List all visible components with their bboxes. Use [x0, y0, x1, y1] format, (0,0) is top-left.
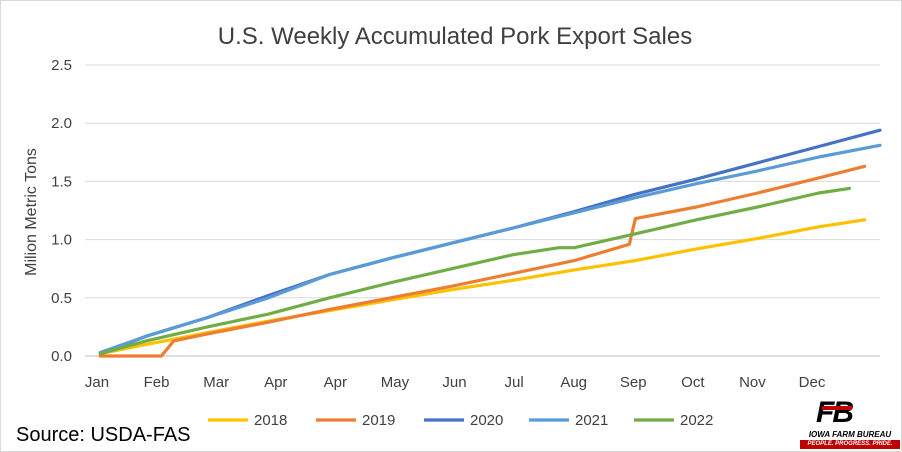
legend: 2018 2019 2020 2021 2022 — [208, 412, 713, 429]
y-tick-label: 1.0 — [51, 232, 72, 249]
x-tick-label: Aug — [560, 374, 587, 391]
x-tick-label: Nov — [739, 374, 766, 391]
series-line-2021 — [98, 143, 882, 355]
x-tick-label: Oct — [681, 374, 705, 391]
y-tick-label: 1.5 — [51, 173, 72, 190]
logo-mark: FB — [816, 396, 854, 429]
x-tick-label: Jun — [442, 374, 466, 391]
y-axis-label: Milion Metric Tons — [23, 148, 40, 276]
x-tick-label: Feb — [144, 374, 170, 391]
legend-label-2018: 2018 — [254, 412, 287, 429]
x-tick-label: Mar — [203, 374, 229, 391]
legend-label-2019: 2019 — [362, 412, 395, 429]
series-line-2022 — [98, 186, 852, 356]
x-tick-label: May — [381, 374, 410, 391]
x-tick-label: Apr — [324, 374, 347, 391]
series-line-2020 — [98, 128, 882, 356]
x-tick-label: Jul — [504, 374, 523, 391]
y-tick-label: 0.5 — [51, 290, 72, 307]
y-tick-label: 2.0 — [51, 115, 72, 132]
series-line-2019 — [98, 164, 867, 358]
legend-label-2022: 2022 — [680, 412, 713, 429]
gridlines — [85, 64, 880, 357]
x-tick-label: Apr — [264, 374, 287, 391]
y-tick-label: 2.5 — [51, 57, 72, 74]
y-tick-label: 0.0 — [51, 348, 72, 365]
x-tick-label: Sep — [620, 374, 647, 391]
x-tick-label: Dec — [799, 374, 826, 391]
farm-bureau-logo: FB IOWA FARM BUREAU PEOPLE. PROGRESS. PR… — [798, 396, 902, 452]
logo-tagline: PEOPLE. PROGRESS. PRIDE. — [800, 440, 900, 449]
axes: 0.0 0.5 1.0 1.5 2.0 2.5 Jan Feb Mar Apr Apr May Jun J… — [51, 57, 826, 391]
logo-name: IOWA FARM BUREAU — [808, 430, 892, 439]
series-lines — [98, 128, 882, 358]
chart-title: U.S. Weekly Accumulated Pork Export Sale… — [218, 23, 692, 50]
legend-label-2020: 2020 — [470, 412, 503, 429]
legend-label-2021: 2021 — [575, 412, 608, 429]
x-tick-label: Jan — [85, 374, 109, 391]
source-note: Source: USDA-FAS — [16, 424, 191, 446]
